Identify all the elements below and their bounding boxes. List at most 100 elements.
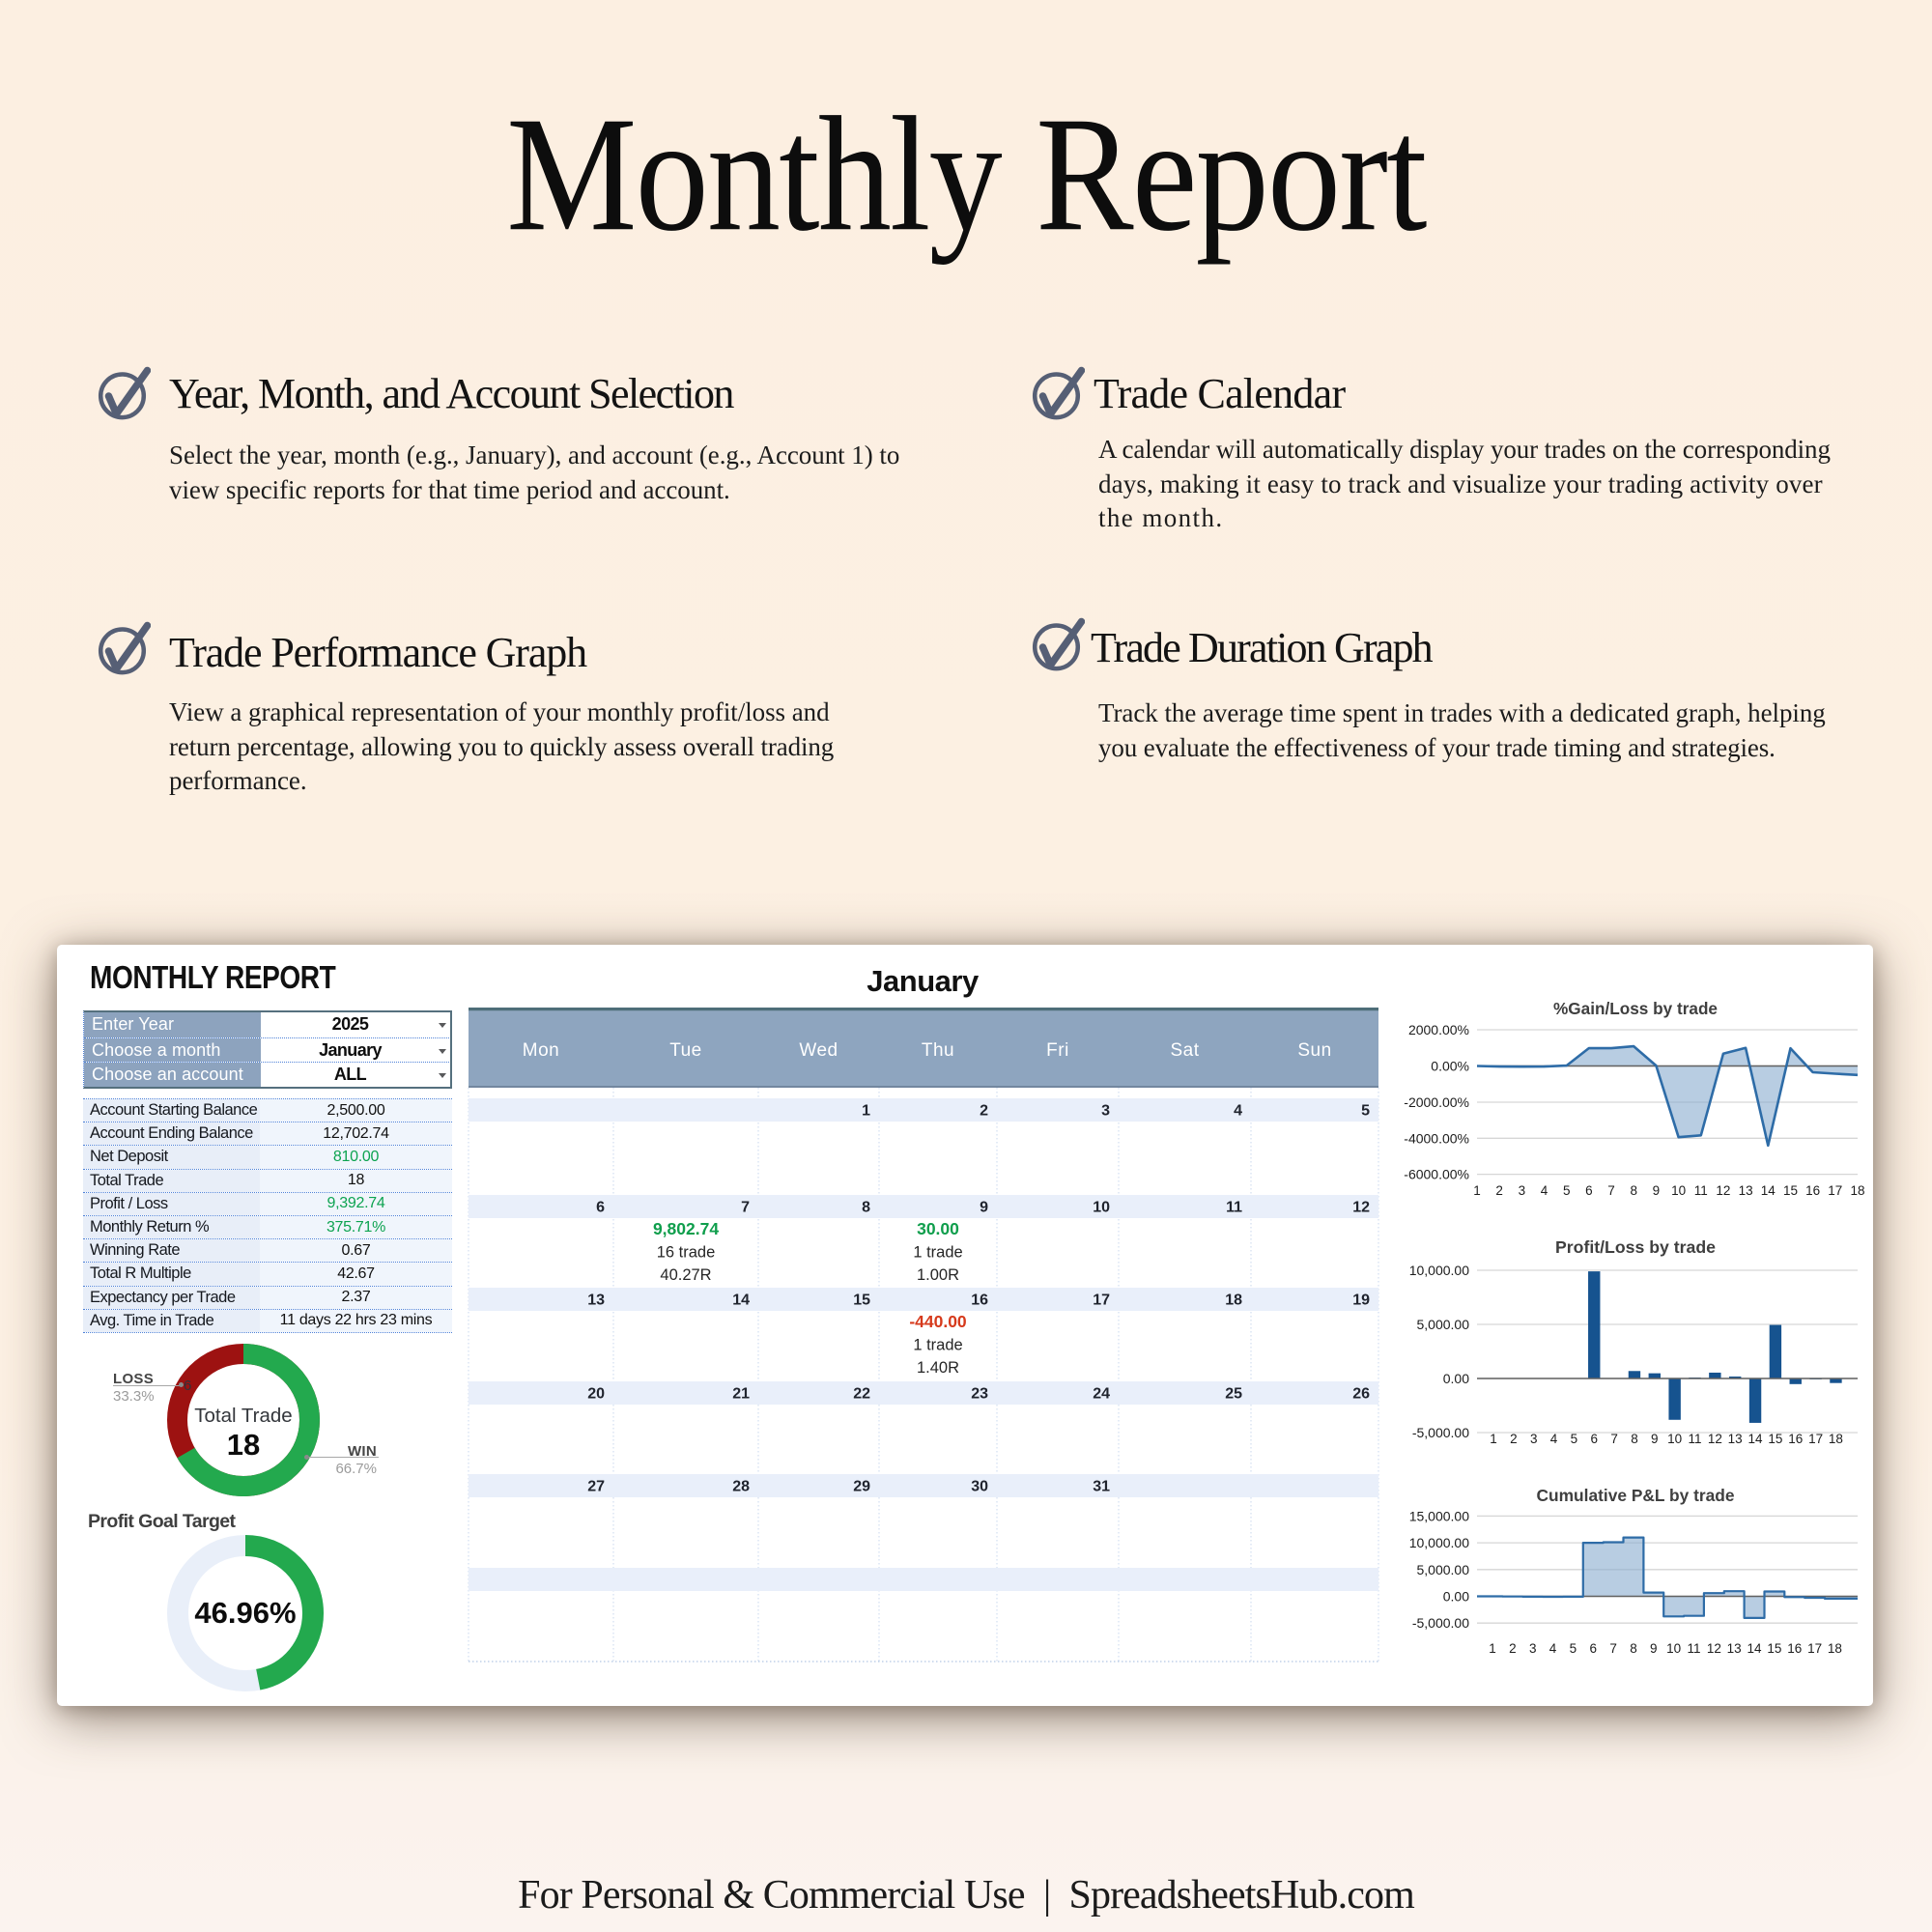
svg-text:13: 13 bbox=[1739, 1183, 1753, 1198]
svg-text:1.00R: 1.00R bbox=[917, 1266, 959, 1284]
svg-text:0.00%: 0.00% bbox=[1431, 1059, 1469, 1074]
svg-text:20: 20 bbox=[587, 1386, 605, 1403]
svg-text:21: 21 bbox=[732, 1386, 750, 1403]
svg-text:8: 8 bbox=[862, 1200, 870, 1216]
svg-text:40.27R: 40.27R bbox=[660, 1266, 711, 1284]
svg-text:13: 13 bbox=[1727, 1641, 1742, 1656]
svg-text:16: 16 bbox=[1788, 1432, 1803, 1446]
svg-text:2: 2 bbox=[1495, 1183, 1503, 1198]
svg-text:7: 7 bbox=[1607, 1183, 1615, 1198]
svg-text:-6000.00%: -6000.00% bbox=[1404, 1167, 1469, 1182]
svg-text:Tue: Tue bbox=[669, 1040, 702, 1061]
svg-text:18: 18 bbox=[1829, 1432, 1843, 1446]
svg-text:5,000.00: 5,000.00 bbox=[1417, 1317, 1470, 1332]
svg-text:1.40R: 1.40R bbox=[917, 1359, 959, 1377]
svg-text:9: 9 bbox=[980, 1200, 988, 1216]
svg-text:17: 17 bbox=[1808, 1432, 1823, 1446]
svg-text:3: 3 bbox=[1530, 1432, 1538, 1446]
svg-text:8: 8 bbox=[1630, 1641, 1637, 1656]
svg-text:16: 16 bbox=[971, 1293, 988, 1309]
svg-text:19: 19 bbox=[1352, 1293, 1370, 1309]
svg-text:29: 29 bbox=[853, 1479, 870, 1495]
svg-text:4: 4 bbox=[1541, 1183, 1548, 1198]
svg-text:8: 8 bbox=[1631, 1432, 1638, 1446]
svg-text:0.00: 0.00 bbox=[1443, 1589, 1469, 1605]
svg-text:3: 3 bbox=[1101, 1103, 1110, 1120]
svg-text:2: 2 bbox=[980, 1103, 988, 1120]
svg-text:2: 2 bbox=[1509, 1641, 1517, 1656]
svg-text:25: 25 bbox=[1225, 1386, 1242, 1403]
svg-text:Sat: Sat bbox=[1170, 1040, 1199, 1061]
svg-text:7: 7 bbox=[1610, 1432, 1618, 1446]
svg-text:1 trade: 1 trade bbox=[913, 1244, 962, 1262]
svg-text:7: 7 bbox=[1609, 1641, 1617, 1656]
svg-text:1: 1 bbox=[1473, 1183, 1481, 1198]
svg-text:Cumulative P&L by trade: Cumulative P&L by trade bbox=[1537, 1486, 1735, 1505]
svg-text:3: 3 bbox=[1529, 1641, 1537, 1656]
svg-text:11: 11 bbox=[1694, 1183, 1708, 1198]
svg-text:6: 6 bbox=[596, 1200, 605, 1216]
svg-text:17: 17 bbox=[1828, 1183, 1842, 1198]
svg-text:15: 15 bbox=[1783, 1183, 1798, 1198]
svg-text:4: 4 bbox=[1549, 1641, 1557, 1656]
svg-text:9: 9 bbox=[1650, 1641, 1658, 1656]
svg-text:15,000.00: 15,000.00 bbox=[1409, 1508, 1469, 1523]
svg-text:Sun: Sun bbox=[1297, 1040, 1331, 1061]
svg-text:12: 12 bbox=[1716, 1183, 1730, 1198]
svg-text:-2000.00%: -2000.00% bbox=[1404, 1094, 1469, 1110]
svg-text:-4000.00%: -4000.00% bbox=[1404, 1130, 1469, 1146]
svg-text:30: 30 bbox=[971, 1479, 988, 1495]
svg-text:11: 11 bbox=[1226, 1200, 1242, 1216]
svg-text:5: 5 bbox=[1571, 1432, 1578, 1446]
svg-text:15: 15 bbox=[1768, 1432, 1782, 1446]
svg-text:3: 3 bbox=[1519, 1183, 1526, 1198]
svg-text:12: 12 bbox=[1352, 1200, 1370, 1216]
svg-text:Profit/Loss by trade: Profit/Loss by trade bbox=[1555, 1237, 1716, 1257]
svg-text:31: 31 bbox=[1093, 1479, 1110, 1495]
svg-text:5: 5 bbox=[1570, 1641, 1577, 1656]
svg-text:26: 26 bbox=[1352, 1386, 1370, 1403]
svg-text:10: 10 bbox=[1666, 1641, 1681, 1656]
svg-text:15: 15 bbox=[853, 1293, 870, 1309]
svg-text:24: 24 bbox=[1093, 1386, 1110, 1403]
svg-text:-5,000.00: -5,000.00 bbox=[1412, 1425, 1469, 1440]
svg-text:Thu: Thu bbox=[922, 1040, 954, 1061]
svg-text:13: 13 bbox=[587, 1293, 605, 1309]
svg-text:-440.00: -440.00 bbox=[909, 1312, 967, 1331]
svg-text:14: 14 bbox=[1761, 1183, 1776, 1198]
svg-text:1: 1 bbox=[1490, 1432, 1497, 1446]
svg-text:12: 12 bbox=[1707, 1641, 1721, 1656]
svg-text:16: 16 bbox=[1787, 1641, 1802, 1656]
svg-text:%Gain/Loss by trade: %Gain/Loss by trade bbox=[1553, 999, 1718, 1018]
svg-text:11: 11 bbox=[1687, 1641, 1700, 1656]
svg-text:5,000.00: 5,000.00 bbox=[1417, 1562, 1470, 1577]
svg-text:2: 2 bbox=[1510, 1432, 1518, 1446]
svg-text:9: 9 bbox=[1651, 1432, 1659, 1446]
svg-text:7: 7 bbox=[741, 1200, 750, 1216]
svg-text:6: 6 bbox=[1585, 1183, 1593, 1198]
svg-text:12: 12 bbox=[1708, 1432, 1722, 1446]
svg-text:30.00: 30.00 bbox=[917, 1219, 959, 1238]
svg-text:5: 5 bbox=[1361, 1103, 1370, 1120]
svg-text:18: 18 bbox=[1225, 1293, 1242, 1309]
svg-text:14: 14 bbox=[1748, 1432, 1764, 1446]
svg-text:4: 4 bbox=[1234, 1103, 1242, 1120]
svg-text:28: 28 bbox=[732, 1479, 750, 1495]
svg-text:14: 14 bbox=[732, 1293, 750, 1309]
svg-text:Mon: Mon bbox=[523, 1040, 559, 1061]
svg-text:1: 1 bbox=[862, 1103, 870, 1120]
svg-text:4: 4 bbox=[1550, 1432, 1558, 1446]
svg-text:16 trade: 16 trade bbox=[657, 1244, 716, 1262]
svg-text:11: 11 bbox=[1688, 1432, 1701, 1446]
svg-text:10,000.00: 10,000.00 bbox=[1409, 1535, 1469, 1550]
svg-text:15: 15 bbox=[1767, 1641, 1781, 1656]
svg-text:9: 9 bbox=[1653, 1183, 1661, 1198]
svg-text:8: 8 bbox=[1630, 1183, 1637, 1198]
svg-text:10: 10 bbox=[1671, 1183, 1686, 1198]
svg-text:17: 17 bbox=[1093, 1293, 1110, 1309]
svg-text:14: 14 bbox=[1747, 1641, 1763, 1656]
svg-text:18: 18 bbox=[1850, 1183, 1864, 1198]
svg-text:16: 16 bbox=[1805, 1183, 1820, 1198]
svg-text:23: 23 bbox=[971, 1386, 988, 1403]
svg-text:13: 13 bbox=[1728, 1432, 1743, 1446]
